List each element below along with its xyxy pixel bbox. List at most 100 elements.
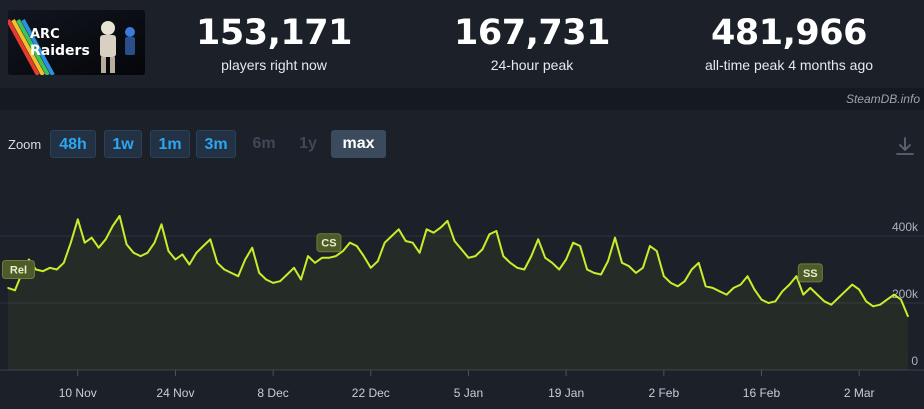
zoom-label: Zoom bbox=[8, 137, 42, 152]
data-point bbox=[188, 263, 191, 266]
data-point bbox=[830, 303, 833, 306]
data-point bbox=[376, 260, 379, 262]
data-point bbox=[328, 256, 330, 259]
x-tick-label: 24 Nov bbox=[156, 386, 194, 400]
data-point bbox=[390, 235, 393, 237]
data-point bbox=[97, 246, 100, 249]
data-point bbox=[572, 241, 574, 244]
data-point bbox=[195, 251, 198, 254]
data-point bbox=[558, 268, 560, 271]
data-point bbox=[460, 248, 463, 251]
data-point bbox=[446, 220, 449, 222]
data-point bbox=[125, 243, 128, 246]
data-point bbox=[844, 290, 847, 293]
data-point bbox=[104, 238, 107, 241]
data-point bbox=[718, 290, 721, 293]
data-point bbox=[314, 262, 316, 264]
game-thumbnail[interactable]: ARC Raiders bbox=[8, 10, 145, 75]
data-point bbox=[181, 253, 184, 256]
annotation-ss[interactable]: SS bbox=[797, 263, 823, 283]
data-point bbox=[349, 241, 351, 244]
data-point bbox=[439, 226, 442, 229]
data-point bbox=[495, 230, 498, 232]
data-point bbox=[321, 256, 323, 259]
data-points bbox=[7, 215, 909, 318]
data-point bbox=[739, 283, 742, 286]
x-tick-label: 19 Jan bbox=[548, 386, 584, 400]
data-point bbox=[711, 287, 714, 289]
data-point bbox=[753, 288, 756, 291]
data-point bbox=[795, 275, 798, 277]
annotations: Rel CS SS bbox=[1, 233, 823, 283]
data-point bbox=[802, 293, 805, 296]
data-point bbox=[872, 305, 874, 308]
data-point bbox=[621, 262, 623, 264]
data-point bbox=[356, 245, 358, 247]
data-point bbox=[146, 251, 149, 254]
annotation-label: CS bbox=[321, 238, 336, 250]
data-point bbox=[21, 272, 23, 274]
data-point bbox=[335, 255, 337, 257]
data-point bbox=[132, 251, 135, 254]
data-point bbox=[774, 300, 777, 303]
data-point bbox=[851, 283, 853, 286]
data-point bbox=[579, 245, 581, 247]
zoom-1w-button[interactable]: 1w bbox=[104, 130, 142, 158]
data-point bbox=[697, 262, 700, 264]
download-icon[interactable] bbox=[895, 136, 915, 158]
data-point bbox=[837, 297, 840, 299]
data-point bbox=[49, 267, 51, 269]
data-point bbox=[816, 293, 819, 296]
data-point bbox=[300, 278, 302, 281]
x-tick-label: 2 Feb bbox=[648, 386, 679, 400]
data-point bbox=[732, 287, 735, 289]
x-tick-label: 10 Nov bbox=[59, 386, 97, 400]
data-point bbox=[453, 240, 456, 242]
data-point bbox=[530, 255, 533, 257]
data-point bbox=[425, 228, 428, 231]
data-point bbox=[7, 287, 9, 289]
data-point bbox=[216, 262, 219, 264]
y-tick-label: 0 bbox=[911, 354, 918, 368]
all-time-peak-value: 481,966 bbox=[711, 13, 867, 53]
zoom-1m-button[interactable]: 1m bbox=[150, 130, 190, 158]
data-point bbox=[35, 268, 37, 271]
data-point bbox=[69, 241, 72, 244]
data-point bbox=[649, 245, 651, 247]
data-point bbox=[42, 270, 44, 272]
data-point bbox=[600, 273, 602, 276]
data-point bbox=[293, 267, 295, 269]
steamdb-credit[interactable]: SteamDB.info bbox=[845, 92, 920, 106]
data-point bbox=[174, 258, 177, 261]
data-point bbox=[237, 275, 240, 277]
data-point bbox=[725, 293, 728, 296]
data-point bbox=[223, 268, 226, 271]
data-point bbox=[111, 225, 114, 227]
data-point bbox=[383, 241, 386, 244]
data-point bbox=[279, 280, 281, 283]
data-point bbox=[90, 236, 93, 239]
zoom-3m-button[interactable]: 3m bbox=[196, 130, 236, 158]
data-point bbox=[397, 228, 400, 231]
annotation-rel[interactable]: Rel bbox=[1, 260, 35, 279]
all-time-peak-stat: 481,966 all-time peak 4 months ago bbox=[679, 12, 899, 74]
data-point bbox=[432, 231, 435, 234]
data-point bbox=[251, 246, 253, 249]
y-tick-label: 400k bbox=[892, 220, 919, 234]
24h-peak-label: 24-hour peak bbox=[490, 57, 574, 73]
data-point bbox=[523, 268, 526, 271]
data-point bbox=[342, 250, 344, 252]
data-point bbox=[474, 255, 477, 257]
data-point bbox=[153, 241, 156, 244]
zoom-6m-button: 6m bbox=[252, 135, 276, 152]
zoom-max-button[interactable]: max bbox=[331, 130, 386, 158]
data-point bbox=[83, 241, 86, 244]
data-point bbox=[139, 255, 142, 257]
data-point bbox=[614, 236, 616, 239]
data-point bbox=[76, 218, 79, 221]
zoom-48h-button[interactable]: 48h bbox=[50, 130, 96, 158]
data-point bbox=[488, 233, 491, 236]
data-point bbox=[202, 245, 205, 247]
data-point bbox=[502, 255, 505, 257]
annotation-cs[interactable]: CS bbox=[316, 233, 342, 253]
